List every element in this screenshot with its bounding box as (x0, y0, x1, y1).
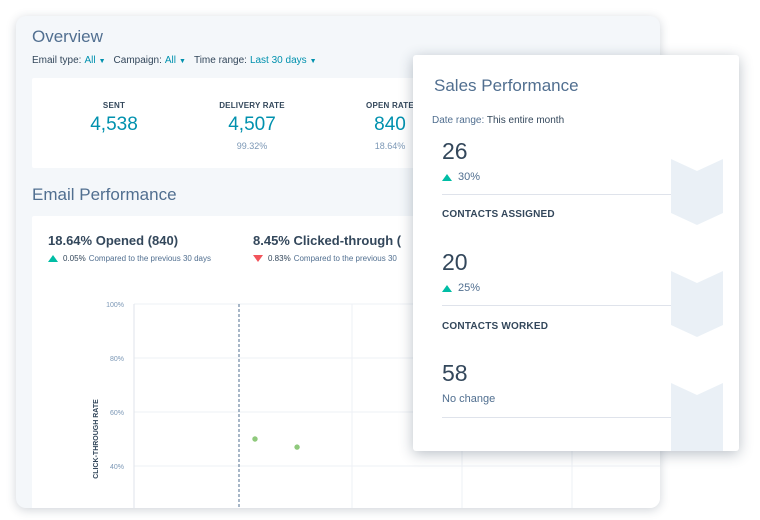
chevron-down-icon (671, 159, 723, 225)
filter-campaign-label: Campaign: (113, 55, 162, 66)
stat-label: DELIVERY RATE (219, 101, 285, 110)
filter-campaign-value: All (164, 55, 177, 66)
kpi-label: CONTACTS ASSIGNED (442, 209, 555, 220)
filter-email-type-label: Email type: (32, 55, 82, 66)
y-tick-label: 100% (106, 302, 124, 309)
filter-bar: Email type: All ▼ Campaign: All ▼ Time range… (32, 55, 317, 66)
kpi-change-value: 25% (458, 282, 481, 294)
sales-performance-title: Sales Performance (434, 76, 579, 95)
metric-clicked-through[interactable]: 8.45% Clicked-through ( 0.83% Compared t… (253, 233, 401, 263)
metric-headline: 18.64% Opened (840) (48, 233, 179, 248)
stat-value: 840 (374, 114, 406, 135)
sales-performance-card: Sales Performance Date range: This entir… (413, 55, 739, 451)
metric-compare-text: Compared to the previous 30 days (88, 254, 211, 263)
kpi-change: 30% (442, 171, 480, 183)
date-range-label: Date range: (432, 115, 485, 126)
kpi-change: No change (442, 393, 495, 405)
metric-compare-text: Compared to the previous 30 (293, 254, 397, 263)
divider (442, 305, 694, 306)
y-tick-label: 40% (110, 464, 124, 471)
email-performance-title: Email Performance (32, 185, 177, 204)
chevron-down-icon (671, 383, 723, 451)
scatter-point (294, 444, 300, 450)
kpi-change: 25% (442, 282, 480, 294)
scatter-point (252, 436, 258, 442)
filter-time-range-label: Time range: (193, 55, 247, 66)
filter-time-range-value: Last 30 days (249, 55, 307, 66)
filter-campaign[interactable]: Campaign: All ▼ (114, 55, 186, 66)
metric-headline: 8.45% Clicked-through ( (253, 233, 402, 248)
metric-change: 0.83% (268, 254, 291, 263)
stat-sub: 99.32% (236, 141, 268, 151)
kpi-label: CONTACTS WORKED (442, 321, 549, 332)
triangle-up-icon (442, 284, 452, 292)
triangle-up-icon (442, 173, 452, 181)
divider (442, 194, 694, 195)
chevron-down-icon: ▼ (179, 58, 186, 65)
overview-title: Overview (32, 27, 103, 46)
stat-value: 4,538 (90, 114, 138, 135)
y-tick-label: 80% (110, 356, 124, 363)
kpi-change-value: No change (442, 393, 496, 405)
filter-time-range[interactable]: Time range: Last 30 days ▼ (194, 55, 317, 66)
metric-opened[interactable]: 18.64% Opened (840) 0.05% Compared to th… (48, 233, 211, 263)
divider (442, 417, 694, 418)
metric-comparison: 0.83% Compared to the previous 30 (253, 254, 401, 263)
filter-email-type-value: All (84, 55, 96, 66)
triangle-up-icon (48, 255, 58, 262)
triangle-down-icon (253, 255, 263, 262)
kpi-change-value: 30% (458, 171, 481, 183)
stat-label: SENT (102, 101, 126, 110)
metric-comparison: 0.05% Compared to the previous 30 days (48, 254, 211, 263)
date-range[interactable]: Date range: This entire month (432, 115, 564, 126)
stat-value: 4,507 (228, 114, 276, 135)
stat-label: OPEN RATE (366, 101, 414, 110)
filter-email-type[interactable]: Email type: All ▼ (32, 55, 106, 66)
kpi-value: 58 (442, 360, 468, 386)
stat-sub: 18.64% (374, 141, 406, 151)
y-axis-label: CLICK-THROUGH RATE (93, 399, 100, 479)
chevron-down-icon: ▼ (309, 58, 317, 65)
chevron-down-icon (671, 271, 723, 337)
y-tick-label: 60% (110, 410, 124, 417)
kpi-value: 20 (442, 249, 468, 275)
date-range-value: This entire month (486, 115, 565, 126)
metric-change: 0.05% (63, 254, 86, 263)
kpi-value: 26 (442, 138, 468, 164)
chevron-down-icon: ▼ (98, 58, 106, 65)
